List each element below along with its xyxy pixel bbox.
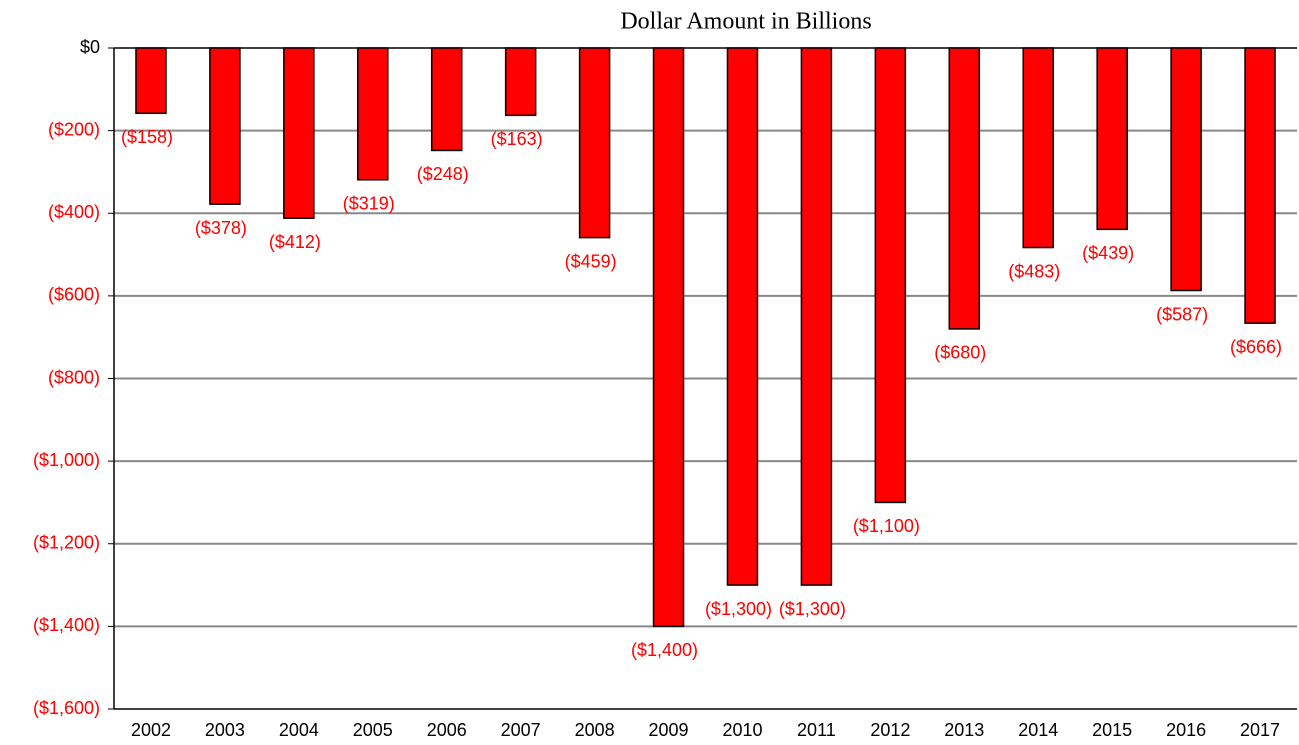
bar — [135, 47, 167, 115]
bar — [726, 47, 759, 586]
data-label: ($680) — [934, 343, 986, 363]
y-tick-label: ($1,600) — [33, 698, 100, 718]
data-label: ($163) — [491, 129, 543, 149]
x-tick-label: 2016 — [1166, 720, 1206, 740]
bar — [1022, 47, 1054, 249]
data-label: ($1,300) — [779, 599, 846, 619]
bar — [430, 47, 463, 152]
bar — [948, 47, 981, 330]
data-label: ($412) — [269, 232, 321, 252]
y-tick-label: ($200) — [48, 119, 100, 139]
x-tick-label: 2004 — [279, 720, 319, 740]
x-tick-label: 2006 — [427, 720, 467, 740]
x-tick-label: 2008 — [575, 720, 615, 740]
y-tick-label: $0 — [80, 37, 100, 57]
bar — [504, 47, 537, 117]
data-label: ($1,100) — [853, 516, 920, 536]
x-tick-label: 2010 — [722, 720, 762, 740]
data-label: ($248) — [417, 164, 469, 184]
y-tick-label: ($600) — [48, 285, 100, 305]
data-label: ($483) — [1008, 261, 1060, 281]
x-tick-label: 2009 — [649, 720, 689, 740]
bar — [874, 47, 907, 504]
x-tick-label: 2015 — [1092, 720, 1132, 740]
data-label: ($378) — [195, 218, 247, 238]
data-label: ($1,300) — [705, 599, 772, 619]
y-tick-label: ($800) — [48, 367, 100, 387]
bar — [652, 47, 685, 628]
x-tick-label: 2017 — [1240, 720, 1280, 740]
bar — [1170, 47, 1202, 292]
data-label: ($587) — [1156, 304, 1208, 324]
y-tick-label: ($1,000) — [33, 450, 100, 470]
bar — [800, 47, 833, 586]
bar — [1244, 47, 1276, 324]
bar — [209, 47, 241, 205]
chart-title: Dollar Amount in Billions — [620, 9, 871, 35]
data-label: ($439) — [1082, 243, 1134, 263]
data-label: ($459) — [565, 251, 617, 271]
x-tick-label: 2007 — [501, 720, 541, 740]
bar — [1096, 47, 1128, 231]
x-tick-label: 2011 — [797, 720, 836, 740]
x-tick-label: 2005 — [353, 720, 393, 740]
bar — [578, 47, 611, 239]
x-tick-label: 2012 — [870, 720, 910, 740]
x-tick-label: 2002 — [131, 720, 171, 740]
y-tick-label: ($400) — [48, 202, 100, 222]
data-label: ($319) — [343, 194, 395, 214]
data-label: ($666) — [1230, 337, 1282, 357]
data-label: ($158) — [121, 127, 173, 147]
x-tick-label: 2014 — [1018, 720, 1058, 740]
bar — [283, 47, 315, 219]
data-label: ($1,400) — [631, 640, 698, 660]
x-tick-label: 2003 — [205, 720, 245, 740]
y-tick-label: ($1,400) — [33, 615, 100, 635]
y-tick-label: ($1,200) — [33, 533, 100, 553]
x-tick-label: 2013 — [944, 720, 984, 740]
bar — [357, 47, 389, 181]
